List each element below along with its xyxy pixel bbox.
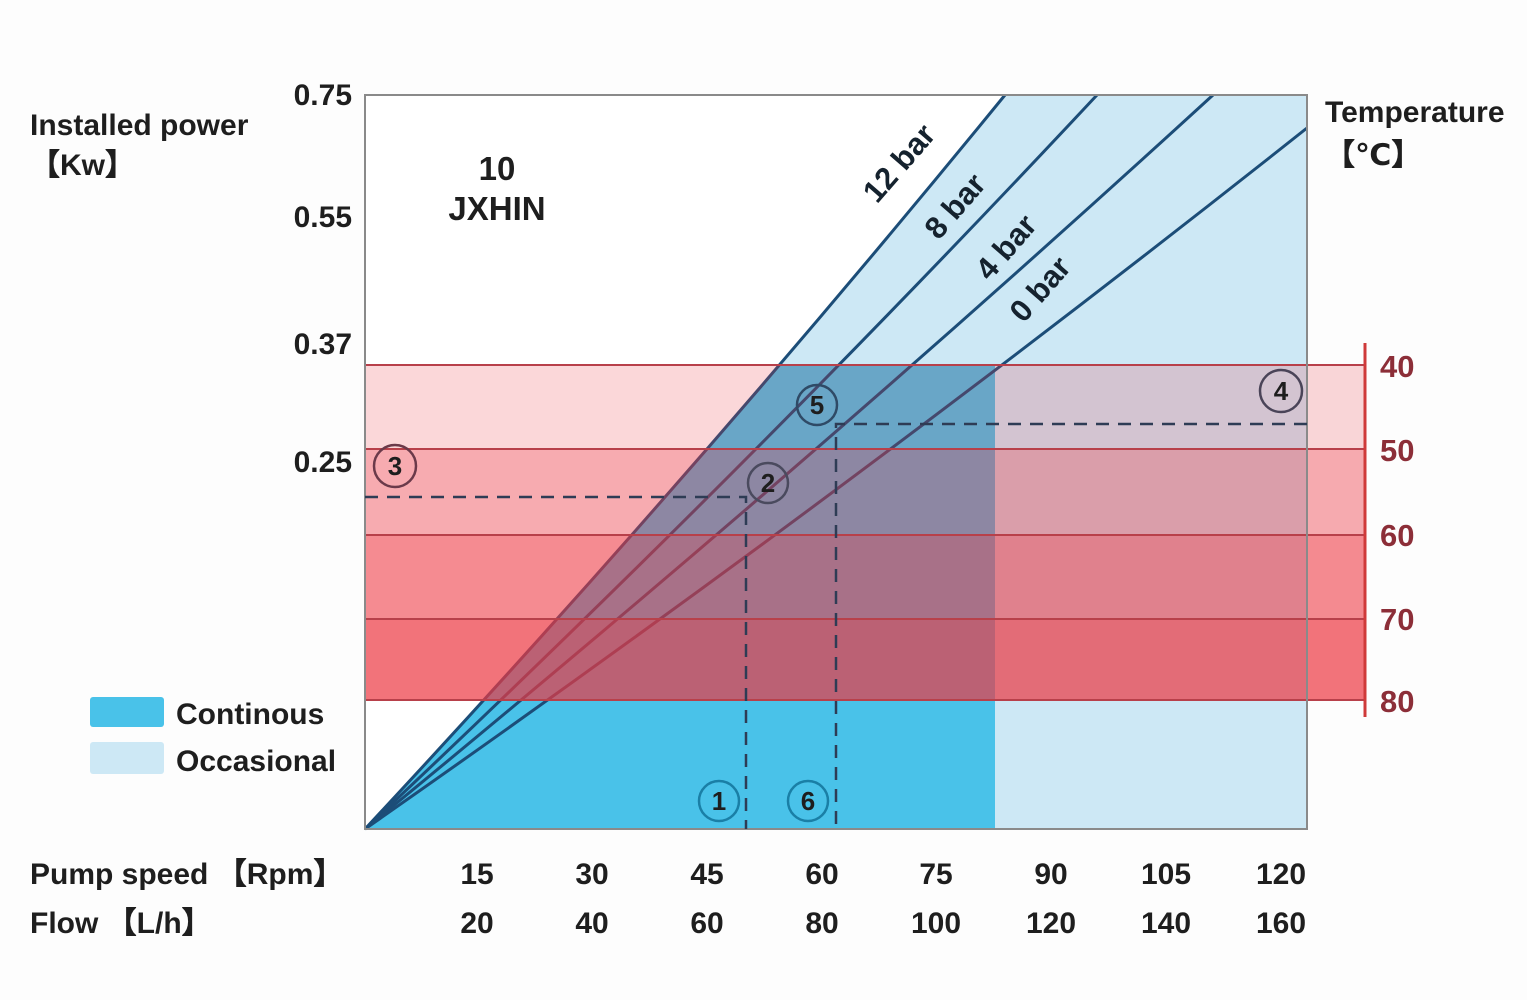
annotation-6: 6 — [786, 779, 830, 823]
temp-band-50-60 — [365, 449, 1365, 535]
annotation-4: 4 — [1258, 368, 1304, 414]
annotation-1: 1 — [697, 779, 741, 823]
flow-tick-120: 120 — [1026, 907, 1076, 940]
annotation-2: 2 — [746, 461, 790, 505]
legend-swatch-continuous — [90, 697, 164, 727]
flow-tick-160: 160 — [1256, 907, 1306, 940]
pump-speed-tick-45: 45 — [690, 858, 723, 891]
flow-tick-100: 100 — [911, 907, 961, 940]
temp-axis-label-line2: 【℃】 — [1325, 139, 1421, 172]
temp-tick-80: 80 — [1380, 684, 1414, 719]
flow-axis-label: Flow 【L/h】 — [30, 907, 212, 940]
guide-point5 — [834, 422, 1307, 829]
pump-speed-tick-105: 105 — [1141, 858, 1191, 891]
pressure-line-12bar — [363, 94, 1007, 831]
legend-label-occasional: Occasional — [176, 745, 336, 778]
power-tick-075: 0.75 — [294, 79, 352, 112]
annotation-3-label: 3 — [388, 451, 402, 481]
temp-tick-70: 70 — [1380, 602, 1414, 637]
annotation-5: 5 — [795, 383, 839, 427]
chart-title-line2: JXHIN — [448, 190, 545, 227]
annotation-6-label: 6 — [801, 786, 815, 816]
temp-tick-40: 40 — [1380, 349, 1414, 384]
annotation-2-label: 2 — [761, 468, 775, 498]
temp-axis-label-line1: Temperature — [1325, 96, 1505, 129]
pump-speed-tick-90: 90 — [1034, 858, 1067, 891]
power-axis-label-line2: 【Kw】 — [30, 149, 135, 182]
flow-tick-20: 20 — [460, 907, 493, 940]
pump-speed-tick-120: 120 — [1256, 858, 1306, 891]
legend-swatch-occasional — [90, 742, 164, 774]
annotation-3: 3 — [372, 443, 418, 489]
pump-speed-tick-75: 75 — [919, 858, 952, 891]
plot-border — [364, 94, 1308, 830]
flow-tick-40: 40 — [575, 907, 608, 940]
power-tick-037: 0.37 — [294, 328, 352, 361]
power-tick-055: 0.55 — [294, 201, 352, 234]
annotation-1-label: 1 — [712, 786, 726, 816]
temp-band-60-70 — [365, 535, 1365, 619]
temp-tick-50: 50 — [1380, 433, 1414, 468]
temp-band-70-80 — [365, 619, 1365, 700]
power-axis-label-line1: Installed power — [30, 109, 249, 142]
temp-tick-60: 60 — [1380, 518, 1414, 553]
legend: Continous Occasional — [90, 697, 336, 778]
flow-tick-140: 140 — [1141, 907, 1191, 940]
pump-speed-tick-60: 60 — [805, 858, 838, 891]
pump-speed-tick-30: 30 — [575, 858, 608, 891]
pressure-line-0bar — [364, 126, 1308, 831]
chart-title-line1: 10 — [479, 150, 516, 187]
legend-label-continuous: Continous — [176, 698, 324, 731]
power-tick-025: 0.25 — [294, 446, 352, 479]
flow-tick-60: 60 — [690, 907, 723, 940]
guide-point2 — [365, 495, 748, 829]
temp-band-40-50 — [365, 365, 1365, 449]
pressure-line-8bar — [363, 93, 1099, 831]
annotation-4-label: 4 — [1274, 376, 1289, 406]
pump-speed-axis-label: Pump speed 【Rpm】 — [30, 858, 343, 891]
flow-tick-80: 80 — [805, 907, 838, 940]
pump-speed-tick-15: 15 — [460, 858, 493, 891]
annotation-5-label: 5 — [810, 390, 824, 420]
pressure-line-4bar — [364, 93, 1215, 831]
